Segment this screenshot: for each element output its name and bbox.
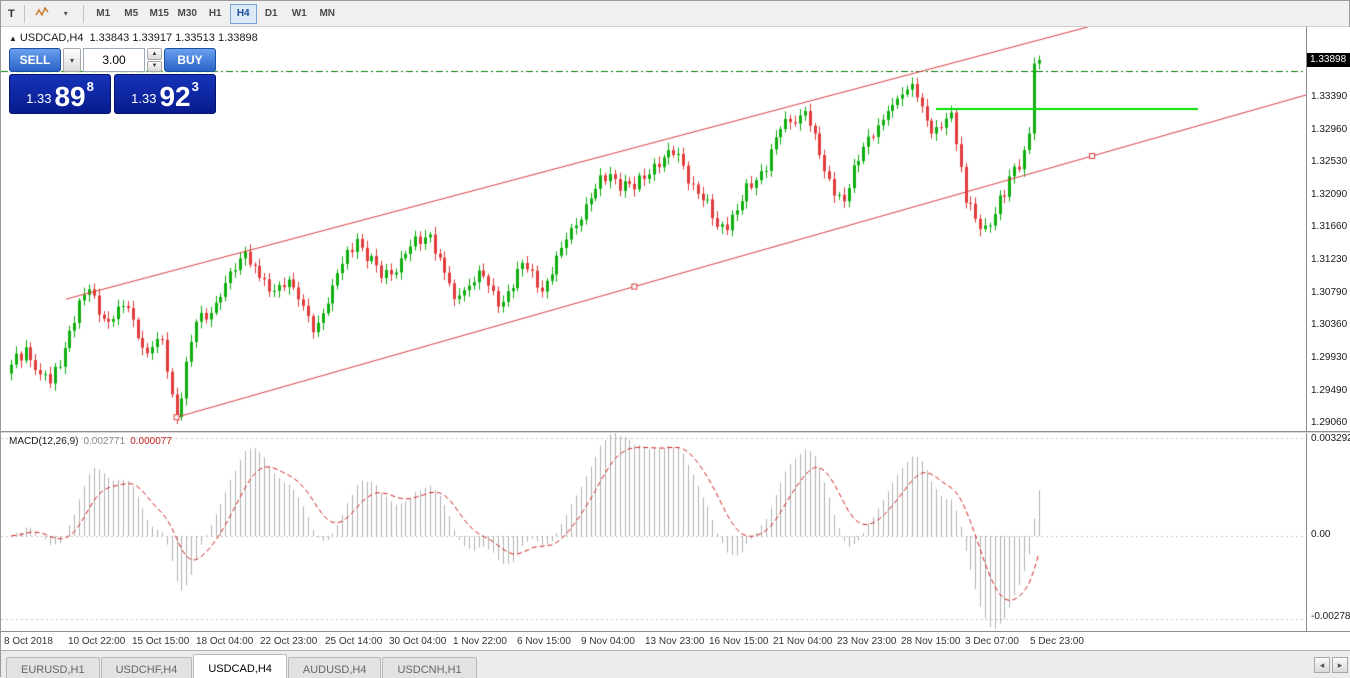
spinner-down-icon[interactable]: ▼ [147,60,162,72]
sell-price-display[interactable]: 1.33 89 8 [9,74,111,114]
chart-window: ▲ USDCAD,H4 1.33843 1.33917 1.33513 1.3389… [1,27,1350,631]
time-axis-label: 23 Nov 23:00 [837,636,897,647]
macd-name: MACD(12,26,9) [9,436,79,447]
macd-axis-label: 0.00 [1311,529,1331,540]
buy-price-pips: 92 [159,81,191,113]
time-axis-label: 13 Nov 23:00 [645,636,705,647]
time-axis[interactable]: 8 Oct 2018 10 Oct 22:00 15 Oct 15:00 18 Oct… [1,631,1350,650]
arrow-right-icon: ▸ [1337,659,1343,670]
top-toolbar: T ▾ M1 M5 M15 M30 H1 H4 D1 W1 MN [1,1,1349,27]
macd-signal-value: 0.000077 [130,436,172,447]
symbol-title: USDCAD,H4 [19,32,84,44]
macd-indicator-label: MACD(12,26,9) 0.002771 0.000077 [9,436,172,447]
timeframe-h1[interactable]: H1 [202,4,229,24]
time-axis-label: 25 Oct 14:00 [325,636,383,647]
time-axis-label: 1 Nov 22:00 [453,636,507,647]
price-axis-label: 1.30360 [1311,319,1348,330]
symbol-arrow-icon: ▲ [9,34,17,43]
sell-button[interactable]: SELL [9,48,61,72]
time-axis-label: 22 Oct 23:00 [260,636,318,647]
time-axis-label: 3 Dec 07:00 [965,636,1019,647]
sell-price-pips: 89 [54,81,86,113]
timeframe-m15[interactable]: M15 [146,4,173,24]
price-axis-label: 1.32960 [1311,124,1348,135]
toolbar-separator [23,4,25,23]
sell-price-big-figure: 1.33 [26,91,52,106]
indicator-zigzag-icon [35,6,49,21]
price-axis-label: 1.33390 [1311,91,1348,102]
buy-price-pipette: 3 [191,79,199,94]
price-axis-label: 1.29060 [1311,417,1348,428]
time-axis-label: 15 Oct 15:00 [132,636,190,647]
one-click-prices-row: 1.33 89 8 1.33 92 3 [9,74,216,114]
sell-price-pipette: 8 [86,79,94,94]
time-axis-label: 28 Nov 15:00 [901,636,961,647]
price-axis-label: 1.29490 [1311,385,1348,396]
lot-spinner[interactable]: ▲ ▼ [147,48,162,72]
price-axis-label: 1.29930 [1311,352,1348,363]
chart-tab-audusd-h4[interactable]: AUDUSD,H4 [287,657,382,678]
indicators-button[interactable] [31,4,53,24]
macd-main-value: 0.002771 [83,436,126,447]
arrow-left-icon: ◂ [1319,659,1325,670]
buy-button[interactable]: BUY [164,48,216,72]
time-axis-label: 5 Dec 23:00 [1030,636,1084,647]
symbol-ohlc-values: 1.33843 1.33917 1.33513 1.33898 [89,32,258,44]
timeframe-m1[interactable]: M1 [90,4,117,24]
chart-tab-usdcnh-h1[interactable]: USDCNH,H1 [382,657,477,678]
price-axis-label: 1.31660 [1311,221,1348,232]
toolbar-separator [82,4,84,23]
time-axis-label: 9 Nov 04:00 [581,636,635,647]
chart-tab-bar: EURUSD,H1 USDCHF,H4 USDCAD,H4 AUDUSD,H4 USDC… [1,650,1350,678]
timeframe-w1[interactable]: W1 [286,4,313,24]
time-axis-label: 30 Oct 04:00 [389,636,447,647]
tabs-scroll-left-button[interactable]: ◂ [1314,657,1330,673]
buy-price-big-figure: 1.33 [131,91,157,106]
chart-tab-eurusd-h1[interactable]: EURUSD,H1 [6,657,100,678]
chart-tab-usdchf-h4[interactable]: USDCHF,H4 [100,657,193,678]
price-axis-label: 1.30790 [1311,287,1348,298]
chevron-down-icon: ▾ [69,55,74,65]
tab-scroll-arrows: ◂ ▸ [1314,657,1348,673]
pane-splitter[interactable] [1,431,1350,433]
indicators-dropdown-button[interactable]: ▾ [55,4,77,24]
macd-axis-label: -0.002787 [1311,611,1350,622]
tabs-scroll-right-button[interactable]: ▸ [1332,657,1348,673]
chart-canvas[interactable] [1,27,1306,631]
price-axis-separator [1306,27,1307,631]
price-axis-label: 1.31230 [1311,254,1348,265]
price-axis[interactable]: 1.33898 1.33390 1.32960 1.32530 1.32090 1.31… [1307,27,1350,631]
lot-size-input[interactable] [83,48,145,72]
current-price-tag: 1.33898 [1307,53,1350,67]
time-axis-label: 10 Oct 22:00 [68,636,126,647]
timeframe-d1[interactable]: D1 [258,4,285,24]
timeframe-mn[interactable]: MN [314,4,341,24]
spinner-up-icon[interactable]: ▲ [147,48,162,60]
time-axis-label: 21 Nov 04:00 [773,636,833,647]
timeframe-m30[interactable]: M30 [174,4,201,24]
time-axis-label: 8 Oct 2018 [4,636,53,647]
lot-dropdown-button[interactable]: ▾ [63,48,81,72]
time-axis-label: 6 Nov 15:00 [517,636,571,647]
timeframe-m5[interactable]: M5 [118,4,145,24]
buy-price-display[interactable]: 1.33 92 3 [114,74,216,114]
timeframe-group: M1 M5 M15 M30 H1 H4 D1 W1 MN [90,3,341,24]
time-axis-label: 16 Nov 15:00 [709,636,769,647]
chart-symbol-header: ▲ USDCAD,H4 1.33843 1.33917 1.33513 1.3389… [9,32,258,44]
time-axis-label: 18 Oct 04:00 [196,636,254,647]
macd-axis-label: 0.003292 [1311,433,1350,444]
docked-toolbar-grip[interactable]: T [8,7,15,20]
price-axis-label: 1.32090 [1311,189,1348,200]
one-click-controls-row: SELL ▾ ▲ ▼ BUY [9,48,216,72]
chart-tab-usdcad-h4[interactable]: USDCAD,H4 [193,654,287,678]
price-axis-label: 1.32530 [1311,156,1348,167]
timeframe-h4[interactable]: H4 [229,3,257,24]
chevron-down-icon: ▾ [63,9,68,18]
